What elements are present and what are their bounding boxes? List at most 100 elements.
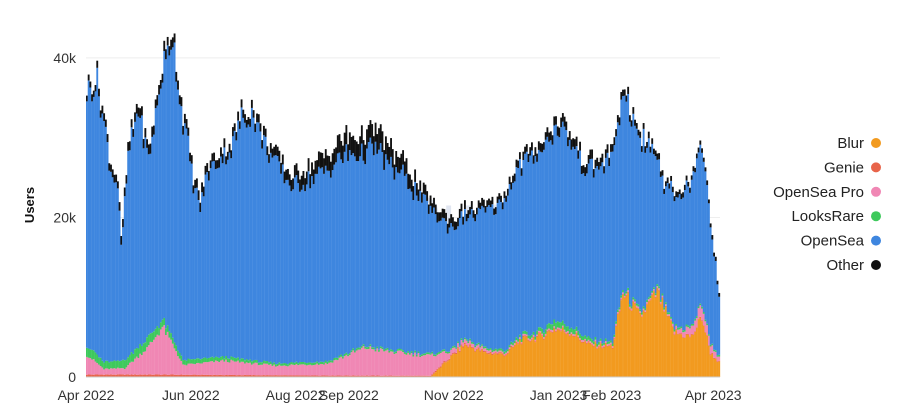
x-tick-label: Jun 2022 (162, 387, 220, 403)
bar-segment-looksrare (233, 357, 236, 362)
bar-segment-opensea-pro (302, 364, 305, 376)
bar-segment-looksrare (130, 352, 133, 362)
legend-item-opensea-pro[interactable]: OpenSea Pro (773, 184, 881, 201)
bar-segment-genie (620, 299, 623, 301)
legend-item-other[interactable]: Other (826, 257, 881, 274)
bar-segment-looksrare (671, 321, 674, 324)
bar-segment-genie (311, 375, 313, 377)
bar-segment-other (128, 141, 131, 151)
bar-segment-opensea-pro (113, 368, 116, 375)
bar-segment-genie (661, 297, 664, 299)
bar-segment-other (658, 153, 661, 160)
bar-segment-opensea-pro (558, 327, 561, 330)
bar-segment-other (417, 189, 420, 201)
bar-segment-blur (433, 373, 435, 377)
bar-segment-opensea (342, 163, 344, 357)
bar-segment-opensea (488, 205, 490, 349)
bar-segment-other (582, 165, 585, 174)
bar-segment-genie (634, 303, 636, 304)
bar-segment-blur (469, 345, 472, 377)
bar-segment-other (488, 198, 490, 206)
bar-segment-looksrare (522, 331, 525, 334)
bar-segment-opensea (654, 156, 657, 294)
bar-segment-opensea (235, 140, 238, 359)
bar-segment-opensea-pro (130, 361, 133, 375)
bar-segment-other (134, 112, 136, 122)
bar-segment-looksrare (328, 360, 331, 363)
bar-segment-opensea (608, 166, 611, 342)
bar-segment-opensea (544, 139, 547, 330)
bar-segment-other (357, 144, 360, 162)
bar-segment-opensea-pro (695, 317, 698, 328)
bar-segment-looksrare (462, 340, 465, 343)
bar-segment-looksrare (680, 326, 683, 329)
bar-segment-other (431, 203, 434, 213)
bar-segment-other (151, 126, 154, 137)
bar-segment-opensea-pro (446, 353, 449, 361)
bar-segment-opensea (199, 211, 202, 360)
bar-segment-genie (580, 341, 583, 343)
bar-segment-looksrare (563, 323, 566, 330)
bar-segment-opensea (470, 209, 473, 342)
bar-segment-other (130, 119, 133, 128)
bar-segment-blur (567, 333, 569, 377)
bar-segment-other (482, 199, 485, 208)
bar-segment-other (579, 141, 581, 151)
bar-segment-other (221, 153, 224, 164)
bar-segment-opensea (714, 260, 717, 351)
bar-segment-opensea (438, 221, 441, 352)
bar-segment-opensea (323, 173, 325, 363)
legend-item-blur[interactable]: Blur (837, 135, 881, 152)
bar-segment-opensea (618, 125, 621, 308)
bar-segment-blur (513, 345, 516, 377)
bar-segment-blur (716, 362, 719, 377)
bar-segment-other (171, 37, 174, 48)
bar-segment-other (266, 146, 269, 156)
legend-item-opensea[interactable]: OpenSea (801, 233, 881, 250)
bar-segment-other (448, 218, 451, 228)
bar-segment-opensea (436, 222, 439, 353)
bar-segment-other (268, 154, 270, 163)
bar-segment-looksrare (472, 342, 475, 344)
bar-segment-looksrare (266, 361, 269, 364)
bar-segment-blur (584, 341, 587, 377)
bar-segment-blur (462, 347, 465, 377)
bar-segment-other (278, 150, 281, 162)
bar-segment-opensea-pro (137, 357, 140, 375)
bar-segment-looksrare (652, 287, 655, 290)
bar-segment-other (472, 210, 475, 218)
legend-item-looksrare[interactable]: LooksRare (791, 208, 881, 225)
legend-item-genie[interactable]: Genie (824, 159, 881, 176)
bar-segment-blur (606, 346, 609, 377)
bar-segment-genie (190, 374, 193, 377)
bar-segment-looksrare (601, 343, 604, 346)
bar-segment-other (565, 121, 568, 131)
bar-segment-blur (702, 325, 705, 377)
bar-segment-looksrare (630, 306, 633, 309)
bar-segment-looksrare (378, 349, 380, 352)
bar-segment-other (343, 132, 346, 152)
bar-segment-genie (445, 361, 447, 363)
bar-segment-opensea (312, 184, 315, 363)
bar-segment-genie (493, 353, 496, 355)
bar-segment-opensea (613, 145, 616, 335)
bar-segment-looksrare (262, 360, 265, 364)
bar-segment-genie (123, 374, 126, 377)
bar-segment-other (202, 186, 205, 197)
bar-segment-genie (230, 374, 233, 377)
bar-segment-opensea-pro (278, 364, 281, 376)
bar-segment-opensea (319, 168, 322, 362)
bar-segment-genie (180, 374, 183, 377)
bar-segment-opensea (500, 201, 502, 349)
bar-segment-genie (348, 375, 351, 377)
bar-segment-other (695, 153, 698, 159)
bar-segment-genie (103, 374, 106, 377)
bar-segment-looksrare (512, 342, 514, 346)
bar-segment-opensea (367, 142, 370, 347)
bar-segment-blur (651, 295, 654, 377)
bar-segment-blur (689, 337, 691, 377)
bar-segment-opensea (555, 124, 557, 323)
bar-segment-other (506, 188, 509, 196)
bar-segment-opensea (685, 180, 688, 325)
bar-segment-looksrare (116, 360, 119, 368)
